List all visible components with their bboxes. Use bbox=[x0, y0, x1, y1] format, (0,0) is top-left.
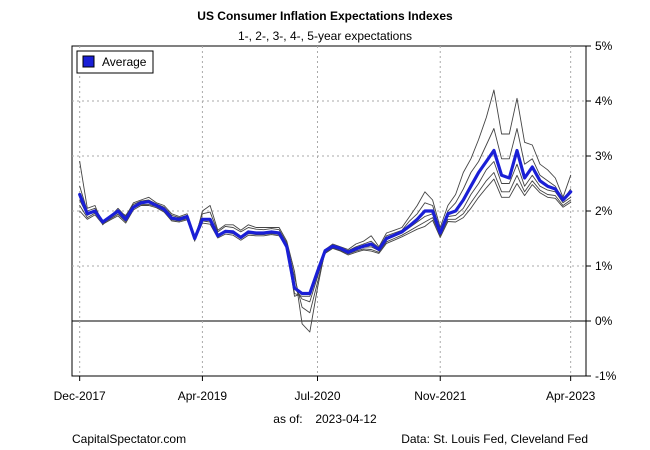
series-line-5-year bbox=[79, 178, 572, 297]
y-tick-label: -1% bbox=[595, 369, 617, 383]
series-line-3-year bbox=[79, 161, 572, 303]
x-tick-label: Apr-2019 bbox=[178, 389, 228, 403]
legend-box bbox=[76, 50, 154, 74]
chart-title: US Consumer Inflation Expectations Index… bbox=[197, 9, 453, 23]
legend-swatch bbox=[82, 55, 95, 68]
x-tick-label: Dec-2017 bbox=[54, 389, 106, 403]
series-line-average bbox=[78, 148, 573, 296]
y-tick-label: 1% bbox=[595, 259, 613, 273]
y-tick-label: 3% bbox=[595, 149, 613, 163]
x-tick-label: Nov-2021 bbox=[414, 389, 466, 403]
as-of-label: as of: bbox=[273, 412, 303, 426]
as-of-date: 2023-04-12 bbox=[315, 412, 377, 426]
as-of-line: as of: 2023-04-12 bbox=[0, 412, 650, 426]
y-tick-label: 5% bbox=[595, 39, 613, 53]
y-tick-label: 2% bbox=[595, 204, 613, 218]
chart-subtitle: 1-, 2-, 3-, 4-, 5-year expectations bbox=[237, 29, 413, 43]
x-tick-label: Jul-2020 bbox=[294, 389, 340, 403]
legend-label: Average bbox=[102, 55, 147, 69]
y-tick-label: 0% bbox=[595, 314, 613, 328]
data-source: Data: St. Louis Fed, Cleveland Fed bbox=[401, 432, 588, 446]
y-tick-label: 4% bbox=[595, 94, 613, 108]
x-tick-label: Apr-2023 bbox=[546, 389, 596, 403]
series-line-4-year bbox=[79, 172, 572, 297]
site-credit: CapitalSpectator.com bbox=[72, 432, 187, 446]
